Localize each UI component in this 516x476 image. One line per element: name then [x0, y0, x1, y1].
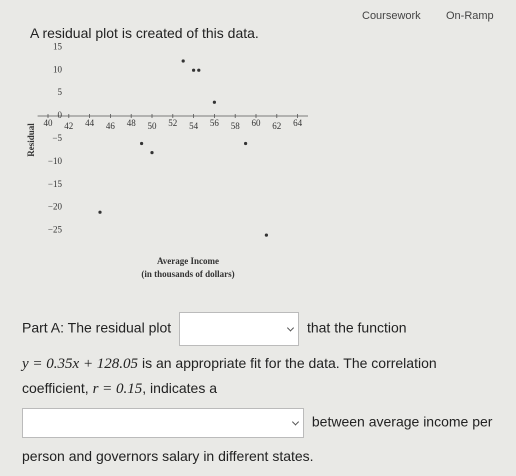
point: [192, 68, 196, 72]
x-tick-label: 62: [272, 121, 281, 131]
y-tick-label: −15: [48, 179, 63, 189]
x-tick-label: 52: [168, 118, 177, 128]
chart: 40 42 44 46 48 50 52 54 56 58 60 62 64151050−5−10−15…: [26, 41, 308, 279]
text: coefficient,: [22, 380, 89, 396]
x-tick-label: 48: [127, 118, 137, 128]
x-tick-label: 56: [210, 118, 220, 128]
text: person and governors salary in different…: [22, 448, 314, 464]
x-tick-label: 60: [252, 118, 262, 128]
text: , indicates a: [142, 380, 217, 396]
dropdown[interactable]: [179, 312, 300, 346]
y-tick-label: 10: [53, 64, 63, 74]
question-line: y = 0.35x + 128.05 is an appropriate fit…: [22, 355, 437, 373]
point: [264, 233, 268, 237]
equation: y = 0.35x + 128.05: [22, 356, 139, 372]
y-tick-label: −25: [48, 225, 63, 235]
x-tick-label: 44: [85, 118, 95, 128]
question-line: coefficient, r = 0.15, indicates a: [22, 380, 217, 398]
x-axis-label: Average Income: [157, 256, 219, 266]
x-tick-label: 40: [44, 118, 54, 128]
question-line: person and governors salary in different…: [22, 448, 314, 464]
x-tick-label: 42: [64, 121, 73, 131]
x-tick-label: 46: [106, 121, 116, 131]
x-tick-label: 54: [189, 121, 199, 131]
y-axis-label: Residual: [26, 123, 36, 157]
point: [98, 210, 102, 214]
point: [212, 100, 216, 104]
point: [181, 59, 185, 63]
question-line: Part A: The residual plot that the funct…: [22, 312, 407, 346]
y-tick-label: −5: [52, 133, 62, 143]
x-tick-label: 58: [231, 121, 241, 131]
tab[interactable]: On-Ramp: [446, 10, 494, 22]
question-line: between average income per: [22, 408, 492, 438]
text: that the function: [306, 319, 407, 336]
text: is an appropriate fit for the data. The …: [141, 355, 437, 371]
text: Part A: The residual plot: [22, 319, 172, 336]
dropdown[interactable]: [22, 408, 304, 438]
point: [244, 141, 248, 146]
x-tick-label: 50: [148, 121, 158, 131]
y-tick-label: 5: [58, 87, 63, 97]
point: [197, 68, 201, 72]
point: [150, 151, 154, 155]
y-tick-label: −10: [48, 156, 63, 166]
tab[interactable]: Coursework: [362, 10, 421, 22]
prompt: A residual plot is created of this data.: [30, 25, 259, 41]
equation: r = 0.15: [92, 381, 143, 397]
point: [140, 141, 144, 146]
text: between average income per: [311, 413, 493, 430]
y-tick-label: 15: [53, 41, 63, 51]
x-tick-label: 64: [293, 118, 303, 128]
y-tick-label: 0: [58, 110, 63, 120]
y-tick-label: −20: [48, 202, 63, 212]
x-axis-note: (in thousands of dollars): [141, 269, 234, 279]
